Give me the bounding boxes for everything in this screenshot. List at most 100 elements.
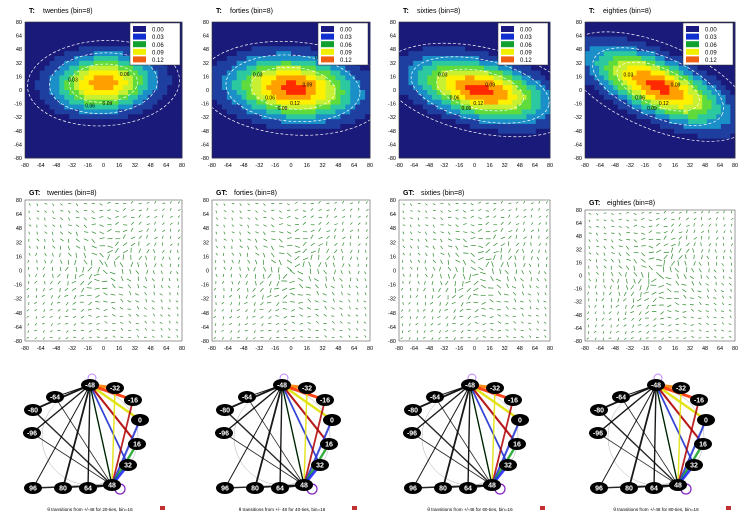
heat-cell [237, 114, 242, 119]
vector-y-tick-1-2: 48 [203, 226, 209, 232]
heat-cell [493, 105, 498, 110]
heat-cell [148, 95, 153, 100]
heatmap-x-tick-0-1: -64 [37, 163, 45, 169]
heat-cell [726, 80, 731, 85]
heat-cell [707, 90, 712, 95]
heat-cell [418, 109, 423, 114]
heat-cell [493, 143, 498, 148]
heat-cell [536, 139, 541, 144]
heat-cell [702, 66, 707, 71]
heat-cell [665, 134, 670, 139]
heat-cell [50, 143, 55, 148]
heat-cell [326, 75, 331, 80]
heat-cell [627, 22, 632, 27]
heat-cell [599, 109, 604, 114]
heat-cell [413, 22, 418, 27]
heat-cell [212, 66, 217, 71]
heat-cell [172, 85, 177, 90]
heat-cell [99, 134, 104, 139]
heat-cell [669, 100, 674, 105]
heat-cell [437, 143, 442, 148]
heat-cell [404, 22, 409, 27]
heat-cell [217, 46, 222, 51]
heat-cell [688, 129, 693, 134]
vector-y-tick-1-5: 0 [206, 269, 209, 275]
heat-cell [335, 80, 340, 85]
heat-cell [326, 129, 331, 134]
heat-cell [276, 56, 281, 61]
heat-cell [227, 80, 232, 85]
heat-cell [503, 119, 508, 124]
heatmap-x-tick-2-6: 16 [487, 163, 493, 169]
heat-cell [627, 56, 632, 61]
heat-cell [79, 100, 84, 105]
heat-cell [512, 124, 517, 129]
heat-cell [399, 75, 404, 80]
heat-cell [536, 71, 541, 76]
heat-cell [470, 56, 475, 61]
heat-cell [222, 66, 227, 71]
heat-cell [133, 139, 138, 144]
heat-cell [232, 95, 237, 100]
heat-cell [531, 153, 536, 158]
heat-cell [441, 139, 446, 144]
heat-cell [608, 95, 613, 100]
heat-cell [632, 124, 637, 129]
heat-cell [217, 32, 222, 37]
heat-cell [321, 66, 326, 71]
heat-cell [484, 129, 489, 134]
heat-cell [118, 139, 123, 144]
heat-cell [217, 71, 222, 76]
heat-cell [730, 109, 735, 114]
heat-cell [493, 37, 498, 42]
heat-cell [721, 90, 726, 95]
heat-cell [350, 114, 355, 119]
heat-cell [242, 51, 247, 56]
heat-cell [113, 27, 118, 32]
heat-cell [242, 95, 247, 100]
heat-cell [437, 148, 442, 153]
heat-cell [54, 75, 59, 80]
heat-cell [460, 85, 465, 90]
heat-cell [286, 32, 291, 37]
heat-cell [594, 105, 599, 110]
heat-cell [104, 129, 109, 134]
vector-x-tick-1-2: -48 [240, 346, 248, 352]
heat-cell [489, 75, 494, 80]
heat-cell [623, 124, 628, 129]
heat-cell [637, 143, 642, 148]
heat-cell [484, 90, 489, 95]
heat-cell [157, 80, 162, 85]
heat-cell [698, 119, 703, 124]
heat-cell [286, 75, 291, 80]
vector-arrow [223, 253, 224, 256]
heat-cell [441, 51, 446, 56]
heat-cell [451, 37, 456, 42]
heat-cell [89, 27, 94, 32]
heatmap-y-tick-2-10: -80 [388, 156, 396, 162]
heat-cell [404, 129, 409, 134]
heat-cell [128, 109, 133, 114]
heat-cell [316, 129, 321, 134]
heat-cell [627, 51, 632, 56]
heat-cell [498, 148, 503, 153]
vector-y-tick-0-8: -48 [14, 311, 22, 317]
heat-cell [123, 22, 128, 27]
heat-cell [148, 124, 153, 129]
heat-cell [716, 153, 721, 158]
heat-cell [25, 148, 30, 153]
heat-cell [247, 46, 252, 51]
heat-cell [489, 105, 494, 110]
heat-cell [69, 134, 74, 139]
heat-cell [413, 61, 418, 66]
vector-arrow [120, 337, 123, 338]
heat-cell [321, 95, 326, 100]
legend-swatch [321, 34, 334, 40]
heat-cell [627, 85, 632, 90]
heat-cell [698, 129, 703, 134]
heat-cell [321, 143, 326, 148]
heat-cell [99, 85, 104, 90]
heat-cell [669, 143, 674, 148]
heat-cell [84, 143, 89, 148]
